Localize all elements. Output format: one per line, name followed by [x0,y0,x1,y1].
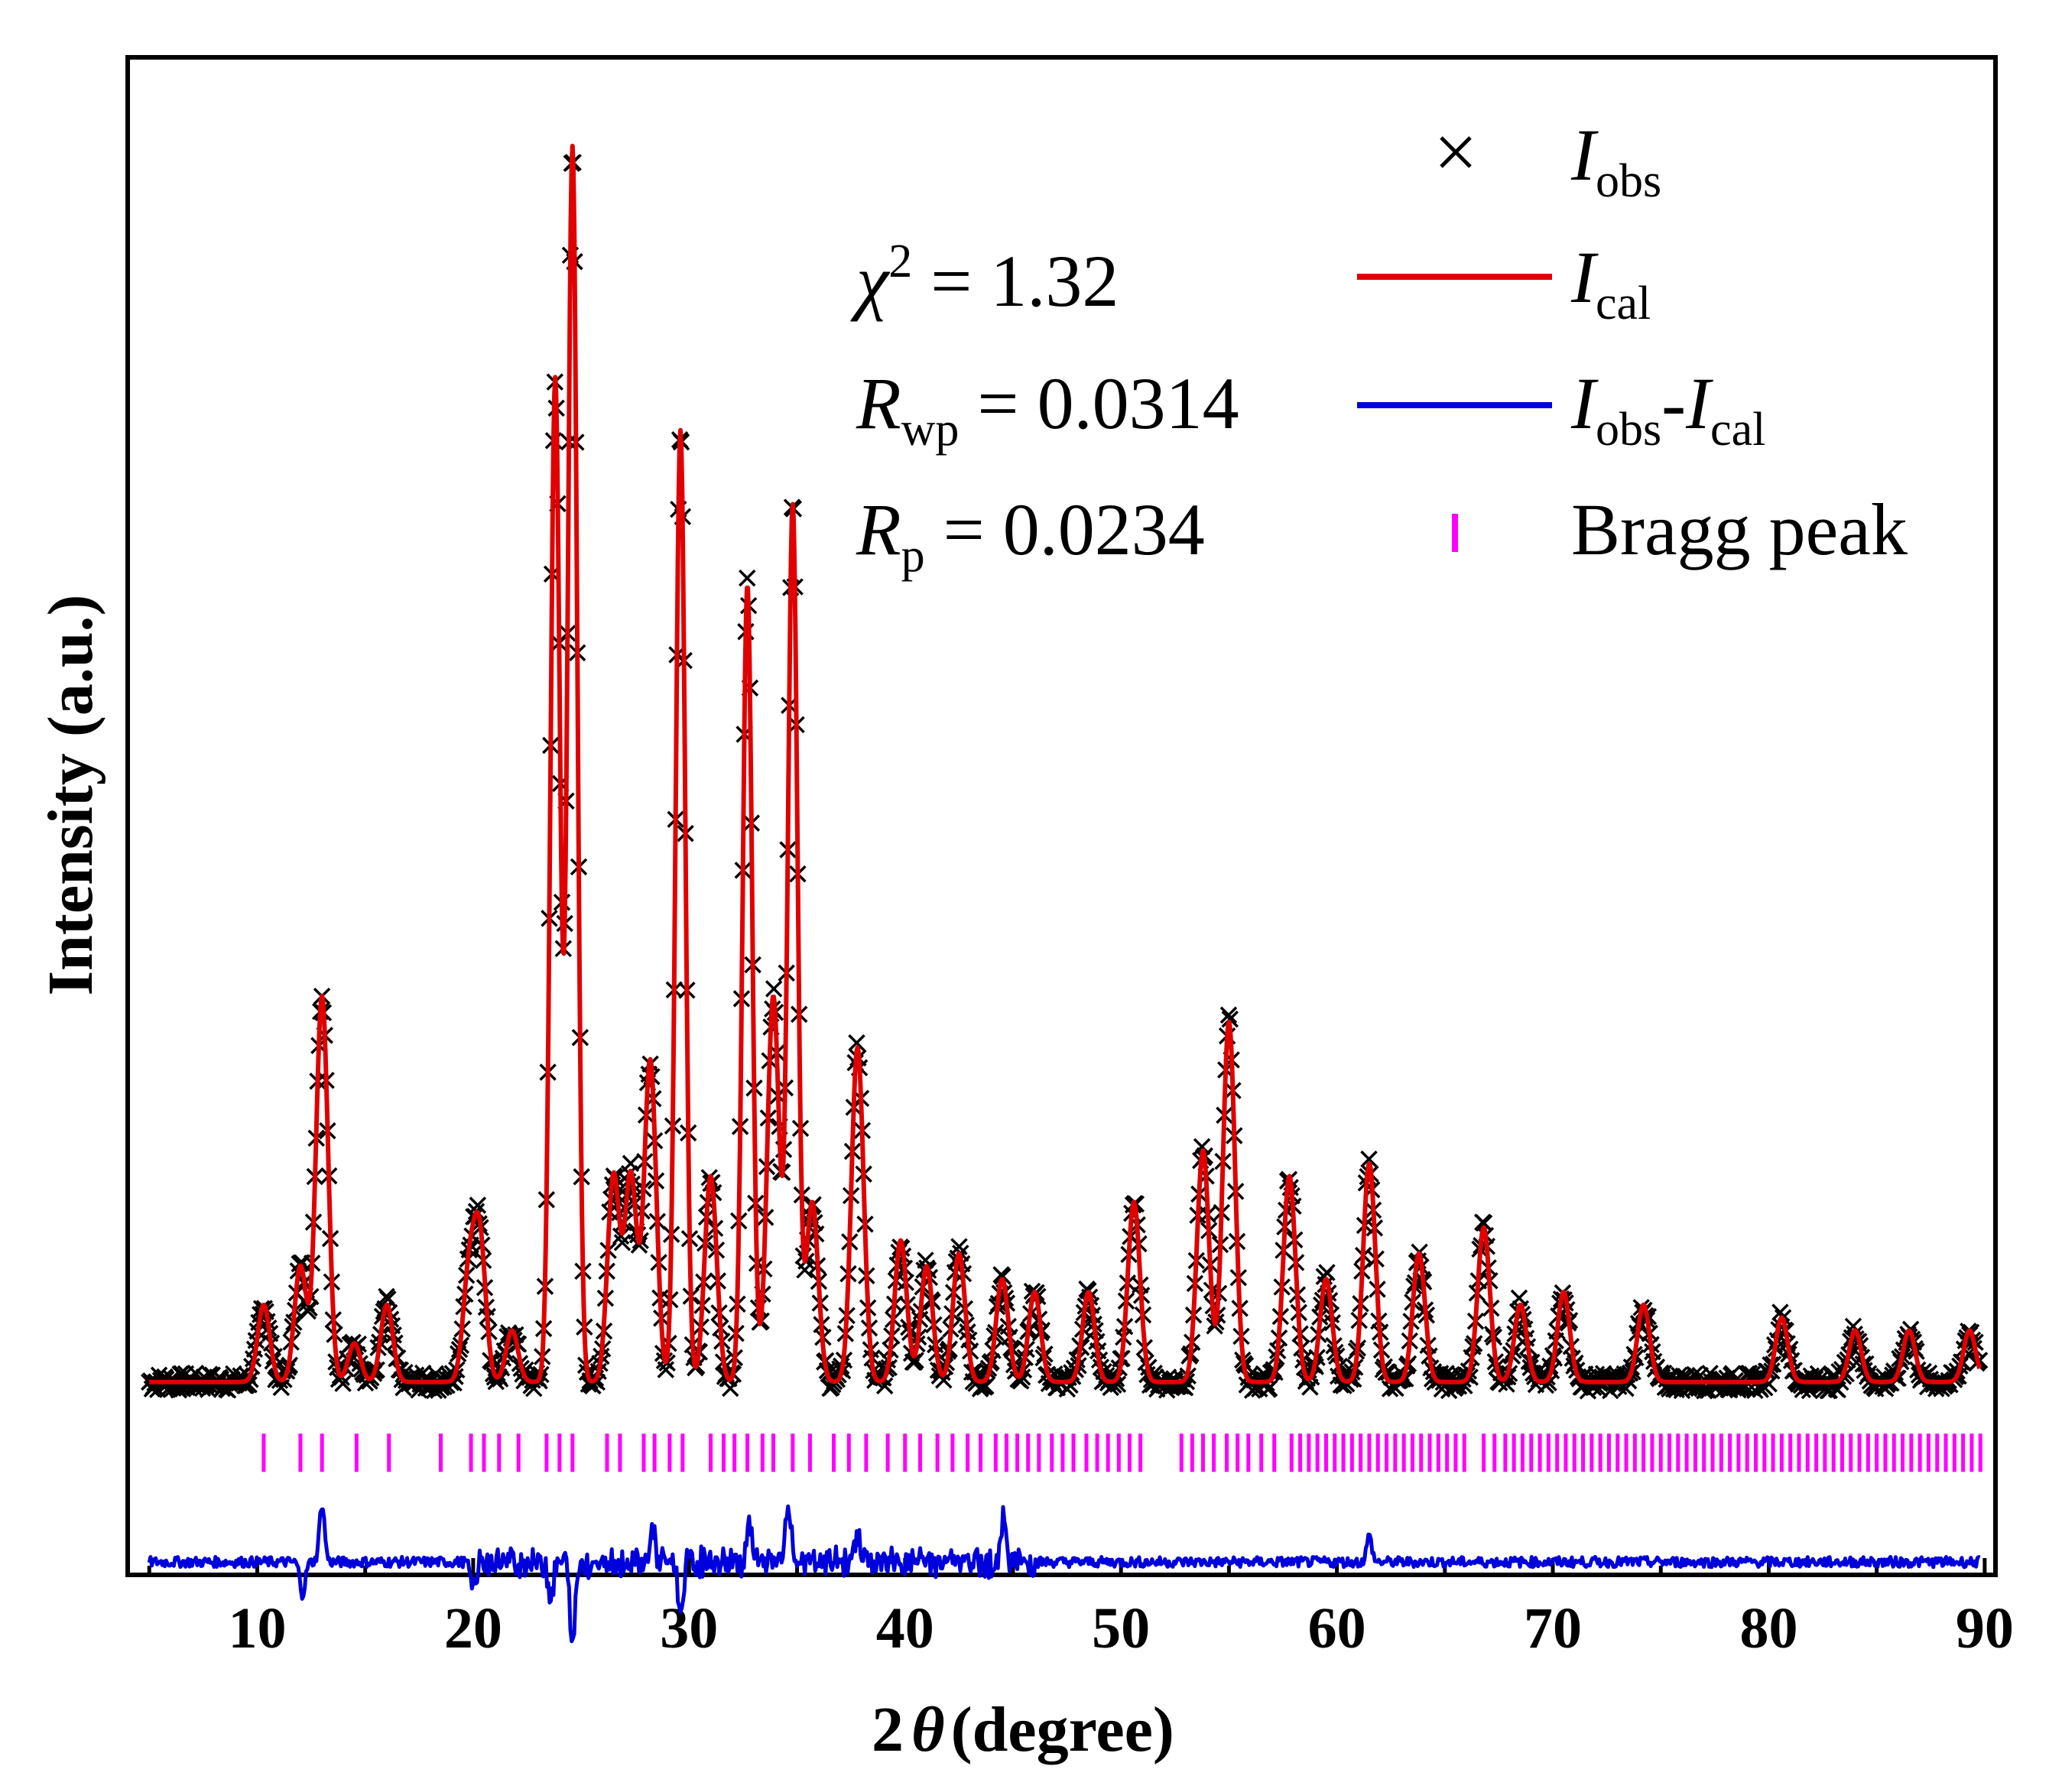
obs-point [1889,1369,1907,1388]
x-axis-title-theta: θ [911,1694,945,1765]
obs-point [469,1196,487,1214]
legend-cal-sub: cal [1596,278,1651,330]
obs-point [950,1238,968,1255]
x-tick-label: 90 [1956,1596,2014,1661]
obs-point [739,569,756,587]
legend-label-cal: Ical [1570,236,1651,330]
legend-diff-main2: -I [1661,362,1713,444]
stat-rp-sub: p [901,530,925,582]
plot-frame [125,55,1998,1577]
legend-item-bragg: Bragg peak [1452,489,1908,570]
x-tick-label: 70 [1524,1596,1582,1661]
obs-point [612,1227,630,1245]
obs-point [622,1154,640,1173]
refinement-statistics: χ2 = 1.32 Rwp = 0.0314 Rp = 0.0234 [850,235,1239,582]
legend-label-obs: Iobs [1570,114,1661,207]
legend-item-diff: Iobs-Ical [1357,362,1765,456]
obs-point [848,1034,865,1052]
legend-label-bragg: Bragg peak [1571,489,1908,570]
x-axis-title-suffix: (degree) [951,1694,1174,1765]
stat-rwp-sub: wp [901,404,960,456]
legend-diff-sub: obs [1596,404,1661,456]
legend-x-marker-icon [1440,136,1472,168]
x-tick-label: 60 [1308,1596,1366,1661]
obs-point [1360,1150,1378,1168]
difference-line [147,1504,1981,1644]
stat-rp: Rp = 0.0234 [856,489,1205,582]
stat-rwp: Rwp = 0.0314 [856,362,1239,456]
obs-point [1771,1303,1789,1321]
series-i-cal [148,144,1982,1385]
legend-label-diff: Iobs-Ical [1570,362,1765,456]
legend-obs-main: I [1570,114,1599,196]
obs-point [935,1372,953,1389]
x-axis-title: 2 θ(degree) [872,1694,1174,1765]
x-tick-label: 50 [1092,1596,1150,1661]
x-tick-label: 20 [444,1596,502,1661]
x-tick-label: 30 [660,1596,718,1661]
legend-cal-main: I [1570,236,1599,318]
legend-item-obs: Iobs [1440,114,1661,207]
stat-rp-symbol: R [856,489,901,570]
legend: Iobs Ical Iobs-Ical Bragg peak [1357,114,1908,570]
y-axis-title: Intensity (a.u.) [35,594,106,995]
stat-chi2-value: = 1.32 [912,240,1119,322]
stat-rwp-value: = 0.0314 [959,362,1239,444]
x-tick-label: 10 [228,1596,286,1661]
obs-point [1219,1006,1238,1024]
stat-rwp-symbol: R [856,362,901,444]
x-tick-label: 80 [1739,1596,1797,1661]
legend-obs-sub: obs [1596,155,1661,207]
stat-chi2-sup: 2 [888,235,912,287]
x-tick-label: 40 [876,1596,934,1661]
obs-point [613,1234,632,1251]
obs-point [1177,1372,1196,1391]
obs-point [1318,1264,1336,1281]
legend-diff-main: I [1570,362,1599,444]
obs-point [1696,1382,1713,1400]
obs-point [379,1290,397,1308]
obs-point [657,1361,675,1378]
stat-rp-value: = 0.0234 [925,489,1205,570]
obs-point [1109,1375,1127,1393]
plot-area: 10 20 30 40 50 60 70 80 90 [125,55,2014,1661]
x-tick-labels: 10 20 30 40 50 60 70 80 90 [228,1596,2013,1661]
x-axis-title-prefix: 2 [872,1694,904,1765]
series-difference [147,1504,1981,1644]
obs-point [630,1236,648,1254]
obs-point [907,1352,924,1369]
cal-line [148,144,1982,1385]
legend-diff-sub2: cal [1710,404,1765,456]
obs-point [722,1379,739,1398]
obs-point [765,980,783,998]
obs-point [334,1375,352,1392]
stat-chi2-symbol: χ [850,240,891,322]
legend-item-cal: Ical [1357,236,1651,330]
series-i-obs [141,154,1989,1400]
series-bragg-peaks [261,1433,1982,1472]
stat-chi2: χ2 = 1.32 [850,235,1119,322]
obs-point [445,1374,463,1392]
obs-point [1221,1010,1239,1028]
obs-point [994,1268,1012,1285]
